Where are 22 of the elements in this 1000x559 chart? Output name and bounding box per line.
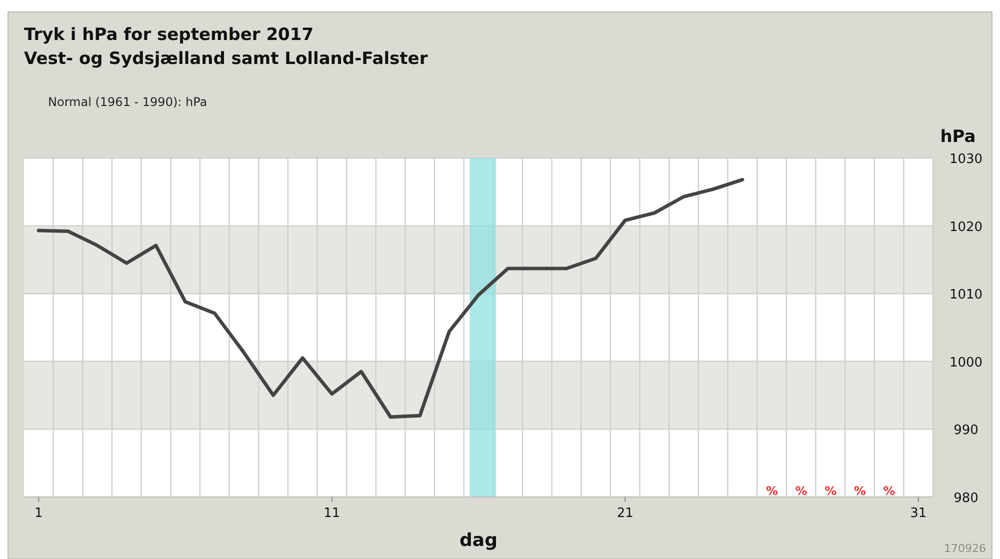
annotation: % (766, 484, 778, 498)
text: 170926 (944, 542, 986, 555)
chart-title: Tryk i hPa for september 2017 (24, 25, 314, 45)
y-axis-title: hPa (940, 127, 976, 147)
x-tick-label: 21 (616, 506, 634, 521)
x-axis-title: dag (460, 530, 498, 551)
y-tick-label: 1020 (949, 220, 983, 235)
y-tick-label: 1000 (949, 355, 983, 370)
line-series (36, 178, 744, 419)
text: Normal (1961 - 1990): hPa (48, 95, 208, 109)
y-tick-label: 990 (954, 423, 978, 438)
y-tick-label: 1010 (949, 288, 983, 303)
annotation: % (883, 484, 896, 498)
annotation: % (795, 484, 808, 498)
annotation: % (824, 484, 837, 498)
y-tick-label: 1030 (949, 152, 983, 167)
annotation: % (854, 484, 866, 498)
chart-subtitle: Vest- og Sydsjælland samt Lolland-Falster (24, 49, 428, 69)
x-tick-label: 11 (324, 506, 340, 521)
y-tick-label: 980 (954, 491, 978, 506)
x-tick-label: 31 (910, 506, 927, 521)
x-tick-label: 1 (34, 506, 43, 521)
